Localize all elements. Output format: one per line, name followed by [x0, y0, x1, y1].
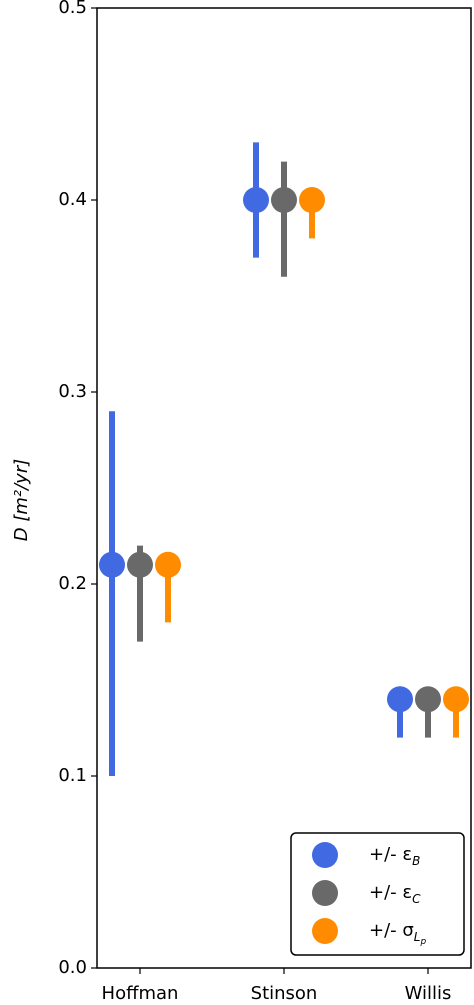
legend-marker — [312, 842, 338, 868]
y-tick-label: 0.5 — [58, 0, 87, 18]
y-tick-label: 0.2 — [58, 573, 87, 594]
y-axis-label: D [m²/yr] — [11, 459, 32, 542]
legend-marker — [312, 880, 338, 906]
x-tick-label: Stinson — [251, 983, 318, 1004]
point — [127, 551, 153, 578]
legend-label: +/- σLp — [369, 920, 426, 947]
y-tick-label: 0.0 — [58, 957, 87, 978]
point — [387, 686, 413, 713]
legend-marker — [312, 918, 338, 944]
y-tick-label: 0.4 — [58, 189, 87, 210]
x-tick-label: Hoffman — [102, 983, 179, 1004]
point — [155, 551, 181, 578]
plot-frame — [96, 7, 472, 969]
y-tick-label: 0.1 — [58, 765, 87, 786]
point — [99, 551, 125, 578]
point — [299, 187, 325, 213]
y-tick-label: 0.3 — [58, 381, 87, 402]
point — [243, 187, 269, 213]
legend-label: +/- εB — [369, 844, 420, 868]
point — [415, 686, 441, 713]
point — [443, 686, 469, 713]
x-tick-label: Willis — [405, 983, 452, 1004]
point — [271, 187, 297, 213]
legend-label: +/- εC — [369, 882, 421, 906]
